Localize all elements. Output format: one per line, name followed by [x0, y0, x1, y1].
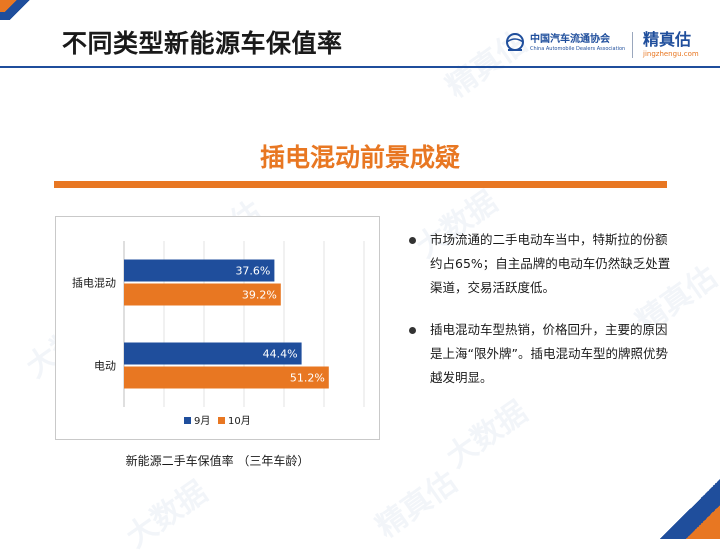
jzg-logo-en: jingzhengu.com: [643, 50, 699, 58]
data-label: 39.2%: [242, 289, 277, 302]
bar-chart: 插电混动 37.6% 39.2% 电动 44.4% 51.2% 9月 10月: [72, 241, 365, 427]
cada-emblem-icon: [506, 33, 524, 51]
bullet-icon: [409, 237, 416, 244]
bullet-icon: [409, 327, 416, 334]
bullet-list: 市场流通的二手电动车当中，特斯拉的份额约占65%；自主品牌的电动车仍然缺乏处置渠…: [406, 228, 678, 408]
corner-decoration-orange: [686, 505, 720, 539]
watermark: 精真估: [370, 464, 464, 546]
page-title: 不同类型新能源车保值率: [62, 29, 343, 58]
jzg-logo-cn: 精真估: [643, 30, 692, 49]
legend-swatch: [218, 417, 225, 424]
bullet-text: 市场流通的二手电动车当中，特斯拉的份额约占65%；自主品牌的电动车仍然缺乏处置渠…: [430, 232, 671, 295]
legend-swatch: [184, 417, 191, 424]
data-label: 51.2%: [290, 372, 325, 385]
bar-series-2: [124, 283, 281, 306]
cada-logo-en: China Automobile Dealers Association: [530, 45, 626, 52]
data-label: 37.6%: [235, 265, 270, 278]
legend-label: 9月: [194, 415, 210, 427]
logo-divider: [632, 32, 633, 58]
bullet-item: 插电混动车型热销，价格回升，主要的原因是上海“限外牌”。插电混动车型的牌照优势越…: [406, 318, 678, 390]
cada-logo-cn: 中国汽车流通协会: [530, 33, 610, 45]
bar-series-1: [124, 259, 275, 282]
jzg-logo: 精真估 jingzhengu.com: [643, 30, 699, 59]
section-rule: [54, 181, 667, 188]
bar-series-1: [124, 342, 302, 365]
bullet-item: 市场流通的二手电动车当中，特斯拉的份额约占65%；自主品牌的电动车仍然缺乏处置渠…: [406, 228, 678, 300]
chart-caption: 新能源二手车保值率 （三年车龄）: [125, 454, 310, 468]
category-label: 电动: [94, 360, 116, 373]
chart-frame: 插电混动 37.6% 39.2% 电动 44.4% 51.2% 9月 10月: [55, 216, 380, 440]
section-heading: 插电混动前景成疑: [259, 143, 460, 172]
legend-label: 10月: [228, 415, 251, 427]
bar-series-2: [124, 366, 329, 389]
data-label: 44.4%: [263, 348, 298, 361]
cada-logo: 中国汽车流通协会 China Automobile Dealers Associ…: [504, 32, 625, 54]
corner-decoration-orange: [0, 0, 22, 12]
bullet-text: 插电混动车型热销，价格回升，主要的原因是上海“限外牌”。插电混动车型的牌照优势越…: [430, 322, 668, 385]
header-rule: [0, 66, 720, 68]
category-label: 插电混动: [72, 276, 116, 290]
watermark: 大数据: [120, 474, 214, 556]
